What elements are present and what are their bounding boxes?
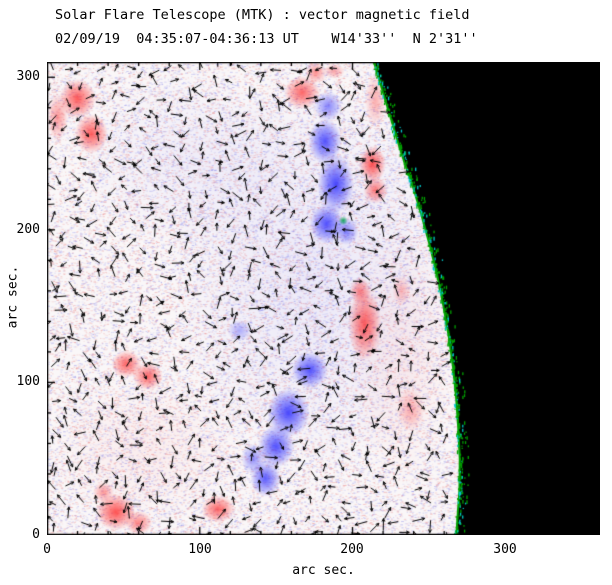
- y-axis-label: arc sec.: [5, 265, 21, 329]
- chart-subtitle: 02/09/19 04:35:07-04:36:13 UT W14'33'' N…: [55, 31, 478, 47]
- chart-title: Solar Flare Telescope (MTK) : vector mag…: [55, 7, 470, 23]
- x-tick-label-0: 0: [43, 542, 51, 557]
- plot-canvas: [47, 62, 600, 535]
- x-tick-label-200: 200: [340, 542, 364, 557]
- x-axis-label: arc sec.: [292, 563, 355, 578]
- x-tick-label-100: 100: [188, 542, 212, 557]
- y-tick-label-200: 200: [16, 222, 40, 237]
- y-tick-label-0: 0: [32, 527, 40, 542]
- y-tick-label-300: 300: [16, 69, 40, 84]
- x-tick-label-300: 300: [493, 542, 517, 557]
- y-tick-label-100: 100: [16, 374, 40, 389]
